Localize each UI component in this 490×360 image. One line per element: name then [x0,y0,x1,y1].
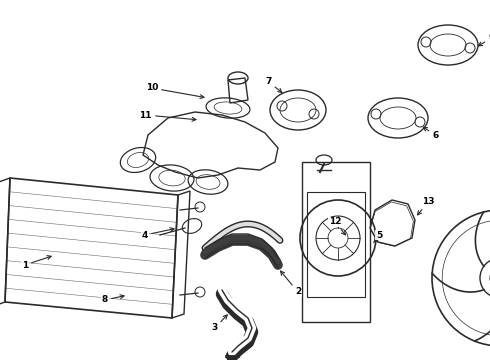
Text: 16: 16 [0,359,1,360]
Text: 10: 10 [146,84,204,99]
Text: 1: 1 [22,256,51,270]
Text: 4: 4 [142,228,174,239]
Text: 8: 8 [102,295,124,305]
Text: 9: 9 [478,33,490,46]
Text: 3: 3 [212,315,227,333]
Text: 6: 6 [423,127,438,139]
Text: 15: 15 [0,359,1,360]
Text: 7: 7 [266,77,282,93]
Text: 11: 11 [140,111,196,121]
Text: 13: 13 [417,198,434,215]
Bar [302,162,370,322]
Text: 5: 5 [374,230,382,243]
Text: 14: 14 [0,359,1,360]
Text: 2: 2 [281,271,301,297]
Bar [307,192,365,297]
Text: 12: 12 [329,217,345,235]
